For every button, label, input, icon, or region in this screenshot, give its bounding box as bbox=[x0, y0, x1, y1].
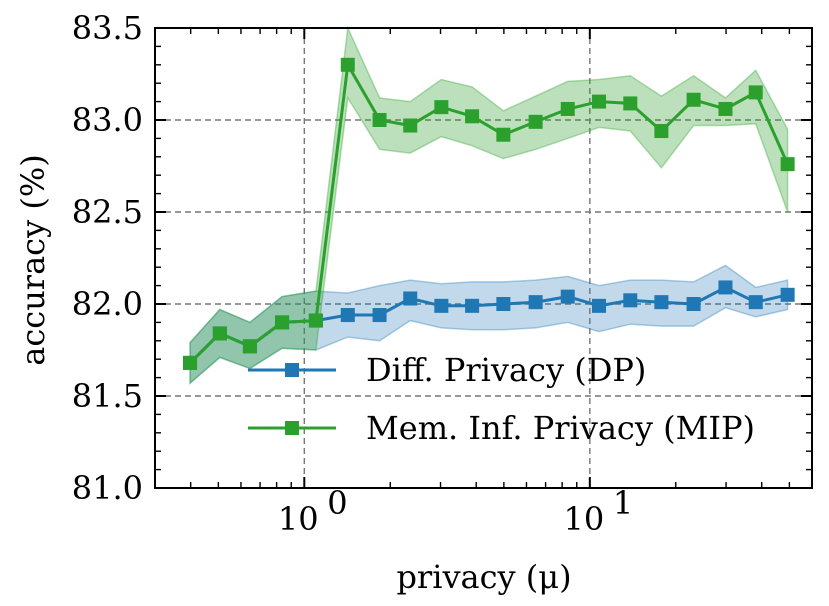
y-axis-title: accuracy (%) bbox=[14, 154, 52, 365]
data-point-1 bbox=[465, 109, 480, 124]
data-point-1 bbox=[275, 315, 290, 330]
data-point-1 bbox=[308, 313, 323, 328]
x-tick-labels: 10 0 10 1 bbox=[278, 484, 633, 538]
data-point-1 bbox=[242, 339, 257, 354]
data-point-0 bbox=[780, 287, 795, 302]
data-point-0 bbox=[748, 295, 763, 310]
data-point-1 bbox=[623, 96, 638, 111]
data-point-0 bbox=[372, 308, 387, 323]
x-tick-label-exponent: 0 bbox=[327, 484, 347, 522]
legend-label-1: Mem. Inf. Privacy (MIP) bbox=[366, 409, 755, 447]
confidence-bands bbox=[189, 25, 789, 385]
confidence-band-1 bbox=[189, 25, 789, 385]
data-point-0 bbox=[623, 293, 638, 308]
data-point-0 bbox=[340, 308, 355, 323]
data-point-1 bbox=[748, 85, 763, 100]
data-point-1 bbox=[434, 100, 449, 115]
y-tick-label: 83.5 bbox=[72, 9, 143, 47]
data-point-0 bbox=[592, 298, 607, 313]
x-axis-title: privacy (μ) bbox=[396, 558, 571, 596]
legend-label-0: Diff. Privacy (DP) bbox=[366, 351, 646, 389]
data-point-1 bbox=[403, 118, 418, 133]
legend: Diff. Privacy (DP) Mem. Inf. Privacy (MIP… bbox=[248, 351, 755, 447]
gridlines bbox=[155, 28, 812, 488]
data-point-0 bbox=[528, 295, 543, 310]
legend-marker-0 bbox=[285, 363, 299, 377]
data-point-1 bbox=[340, 57, 355, 72]
data-point-0 bbox=[560, 289, 575, 304]
data-point-1 bbox=[780, 157, 795, 172]
x-tick-label: 10 bbox=[563, 500, 604, 538]
plot-frame bbox=[154, 27, 813, 489]
x-tick-label-exponent: 1 bbox=[613, 484, 633, 522]
data-point-1 bbox=[654, 124, 669, 139]
y-tick-label: 82.0 bbox=[72, 285, 143, 323]
x-tick-label: 10 bbox=[278, 500, 319, 538]
data-point-1 bbox=[528, 114, 543, 129]
axis-ticks bbox=[154, 27, 812, 489]
data-point-0 bbox=[465, 298, 480, 313]
data-point-1 bbox=[686, 92, 701, 107]
y-tick-label: 81.0 bbox=[72, 469, 143, 507]
data-point-1 bbox=[183, 355, 198, 370]
legend-marker-1 bbox=[285, 421, 299, 435]
data-point-1 bbox=[496, 127, 511, 142]
data-point-0 bbox=[496, 297, 511, 311]
data-point-0 bbox=[718, 280, 733, 295]
y-tick-label: 83.0 bbox=[72, 101, 143, 139]
data-point-1 bbox=[212, 326, 227, 341]
data-point-1 bbox=[372, 113, 387, 127]
data-point-1 bbox=[718, 101, 733, 116]
y-tick-labels: 81.0 81.5 82.0 82.5 83.0 83.5 bbox=[72, 9, 143, 507]
data-point-0 bbox=[686, 297, 701, 311]
data-point-1 bbox=[560, 101, 575, 116]
confidence-band-0 bbox=[189, 264, 789, 385]
data-point-1 bbox=[592, 94, 607, 109]
data-point-0 bbox=[403, 291, 418, 306]
y-tick-label: 81.5 bbox=[72, 377, 143, 415]
series-markers bbox=[183, 57, 795, 370]
data-point-0 bbox=[434, 298, 449, 313]
data-point-0 bbox=[654, 295, 669, 310]
y-tick-label: 82.5 bbox=[72, 193, 143, 231]
